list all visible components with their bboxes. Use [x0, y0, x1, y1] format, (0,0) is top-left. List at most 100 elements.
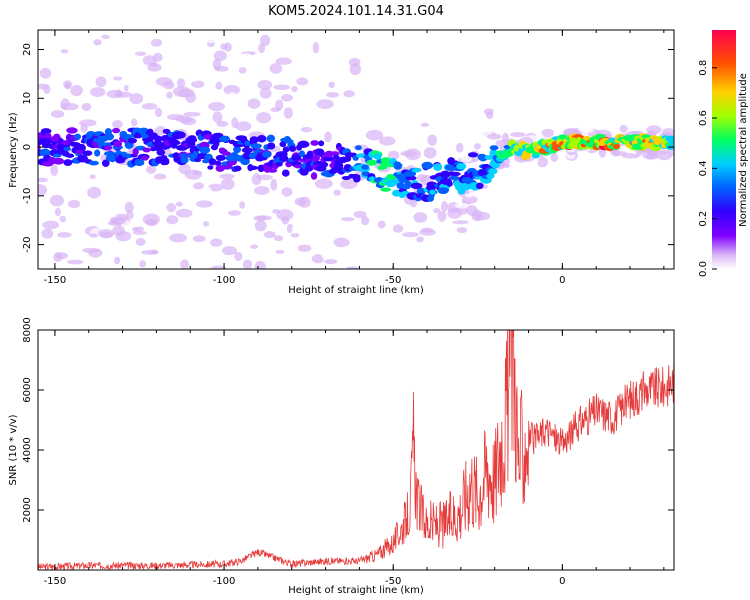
spectrogram-cell [112, 120, 123, 129]
spectrogram-cell [83, 150, 93, 156]
spectrogram-cell [322, 57, 337, 64]
spectrogram-cell [316, 99, 334, 109]
spectrogram-cell [130, 118, 138, 127]
spectrogram-cell [150, 62, 159, 67]
spectrogram-cell [154, 107, 163, 118]
figure-title: KOM5.2024.101.14.31.G04 [268, 4, 444, 19]
spectrogram-cell [89, 87, 106, 97]
spectrogram-cell [291, 86, 298, 93]
spectrogram-cell [318, 140, 325, 147]
spectrogram-cell [101, 159, 110, 167]
spectrogram-cell [392, 224, 404, 233]
spectrogram-cell [180, 156, 189, 164]
spectrogram-cell [433, 207, 441, 214]
spectrogram-cell [460, 121, 477, 126]
spectrogram-cell [413, 212, 428, 223]
spectrogram-cell [486, 111, 494, 120]
spectrogram-cell [366, 159, 378, 166]
spectrogram-cell [387, 150, 400, 160]
spectrogram-cell [221, 246, 238, 256]
spectrogram-cell [75, 30, 85, 38]
spectrogram-cell [464, 193, 473, 198]
spectrogram-ytick-label: -20 [22, 236, 33, 252]
spectrogram-cell [298, 196, 311, 208]
spectrogram-cell [582, 136, 592, 141]
spectrogram-cell [81, 102, 92, 112]
spectrogram-cell [296, 77, 309, 86]
spectrogram-cell [379, 123, 391, 133]
spectrogram-cell [312, 154, 320, 162]
spectrogram-xtick-label: -100 [213, 275, 236, 286]
spectrogram-cell [218, 147, 226, 153]
spectrogram-cell [396, 182, 405, 190]
spectrogram-cell [145, 218, 158, 227]
spectrogram-cell [180, 69, 188, 75]
spectrogram-xtick-label: 0 [559, 275, 565, 286]
spectrogram-cell [208, 101, 225, 112]
spectrogram-frame [37, 29, 675, 270]
spectrogram-cell [344, 154, 352, 162]
spectrogram-cell [80, 123, 88, 133]
spectrogram-cell [269, 63, 283, 74]
spectrogram-cell [89, 233, 99, 238]
snr-ytick-label: 8000 [22, 317, 33, 342]
spectrogram-cell [59, 215, 67, 223]
snr-series-line [38, 330, 674, 570]
spectrogram-cell [322, 156, 335, 162]
spectrogram-cell [43, 84, 51, 95]
spectrogram-cell [64, 82, 71, 90]
spectrogram-cell [145, 165, 157, 174]
spectrogram-cell [541, 128, 555, 138]
spectrogram-cell [297, 140, 310, 148]
spectrogram-cell [66, 259, 84, 265]
spectrogram-cell [96, 255, 113, 266]
spectrogram-cell [141, 155, 149, 161]
spectrogram-cell [251, 173, 262, 186]
spectrogram-cell [214, 65, 229, 72]
spectrogram-cell [284, 75, 295, 84]
spectrogram-cell [101, 142, 113, 147]
spectrogram-cell [420, 122, 430, 127]
snr-xtick-label: -150 [44, 576, 67, 587]
colorbar-ticks: 0.0 0.2 0.4 0.6 0.8 [698, 60, 717, 277]
spectrogram-cell [486, 133, 502, 140]
spectrogram-cell [152, 135, 163, 141]
spectrogram-cell [54, 207, 61, 217]
spectrogram-cell [131, 226, 139, 233]
spectrogram-cell [222, 151, 231, 156]
spectrogram-cell [257, 79, 273, 90]
spectrogram-cell [220, 43, 228, 50]
spectrogram-cell [418, 134, 429, 142]
snr-frame [37, 329, 675, 571]
spectrogram-cell [69, 142, 81, 148]
spectrogram-cell [478, 154, 488, 162]
spectrogram-cell [125, 141, 133, 149]
snr-ylabel: SNR (10 * v/v) [8, 414, 19, 485]
spectrogram-cell [150, 38, 163, 47]
spectrogram-cell [88, 160, 99, 166]
spectrogram-cell [263, 125, 274, 131]
spectrogram-cell [247, 98, 261, 109]
colorbar-tick-label: 0.0 [698, 261, 709, 277]
spectrogram-cell [328, 151, 340, 156]
spectrogram-cell [212, 111, 223, 123]
spectrogram-cell [166, 203, 176, 213]
spectrogram-cell [323, 273, 333, 279]
spectrogram-cell [172, 139, 179, 144]
spectrogram-cell [423, 147, 437, 159]
spectrogram-cell [139, 260, 147, 268]
spectrogram-cell [326, 268, 337, 269]
spectrogram-cell [156, 149, 166, 156]
spectrogram-cell [53, 157, 65, 165]
spectrogram-cell [353, 102, 370, 113]
spectrogram-cell [393, 214, 400, 223]
spectrogram-cell [326, 92, 340, 98]
spectrogram-cell [52, 153, 62, 158]
spectrogram-cell [280, 94, 293, 102]
spectrogram-cell [70, 84, 83, 97]
spectrogram-cell [112, 76, 123, 81]
spectrogram-cell [94, 149, 101, 157]
spectrogram-cell [291, 226, 298, 234]
spectrogram-ytick-label: 10 [22, 92, 33, 105]
